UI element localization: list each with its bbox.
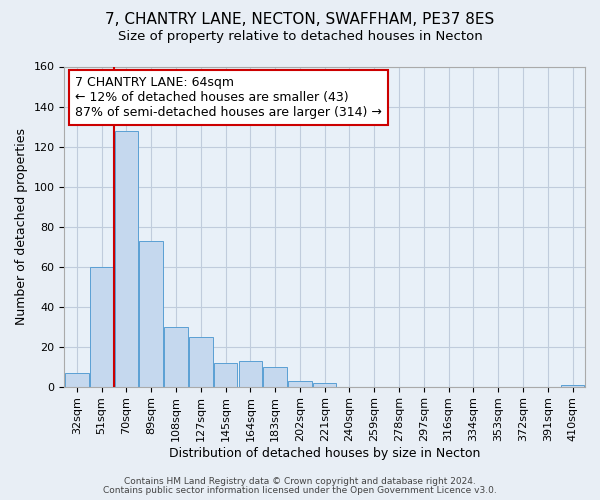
Text: Contains public sector information licensed under the Open Government Licence v3: Contains public sector information licen…	[103, 486, 497, 495]
Bar	[90, 266, 113, 386]
Bar	[65, 372, 89, 386]
X-axis label: Distribution of detached houses by size in Necton: Distribution of detached houses by size …	[169, 447, 481, 460]
Bar	[189, 336, 212, 386]
Text: Contains HM Land Registry data © Crown copyright and database right 2024.: Contains HM Land Registry data © Crown c…	[124, 477, 476, 486]
Bar	[115, 130, 138, 386]
Bar	[164, 326, 188, 386]
Bar	[239, 360, 262, 386]
Text: 7, CHANTRY LANE, NECTON, SWAFFHAM, PE37 8ES: 7, CHANTRY LANE, NECTON, SWAFFHAM, PE37 …	[106, 12, 494, 28]
Bar	[214, 362, 238, 386]
Bar	[561, 384, 584, 386]
Y-axis label: Number of detached properties: Number of detached properties	[15, 128, 28, 325]
Bar	[263, 366, 287, 386]
Text: 7 CHANTRY LANE: 64sqm
← 12% of detached houses are smaller (43)
87% of semi-deta: 7 CHANTRY LANE: 64sqm ← 12% of detached …	[75, 76, 382, 119]
Bar	[313, 382, 337, 386]
Bar	[139, 240, 163, 386]
Text: Size of property relative to detached houses in Necton: Size of property relative to detached ho…	[118, 30, 482, 43]
Bar	[288, 380, 311, 386]
